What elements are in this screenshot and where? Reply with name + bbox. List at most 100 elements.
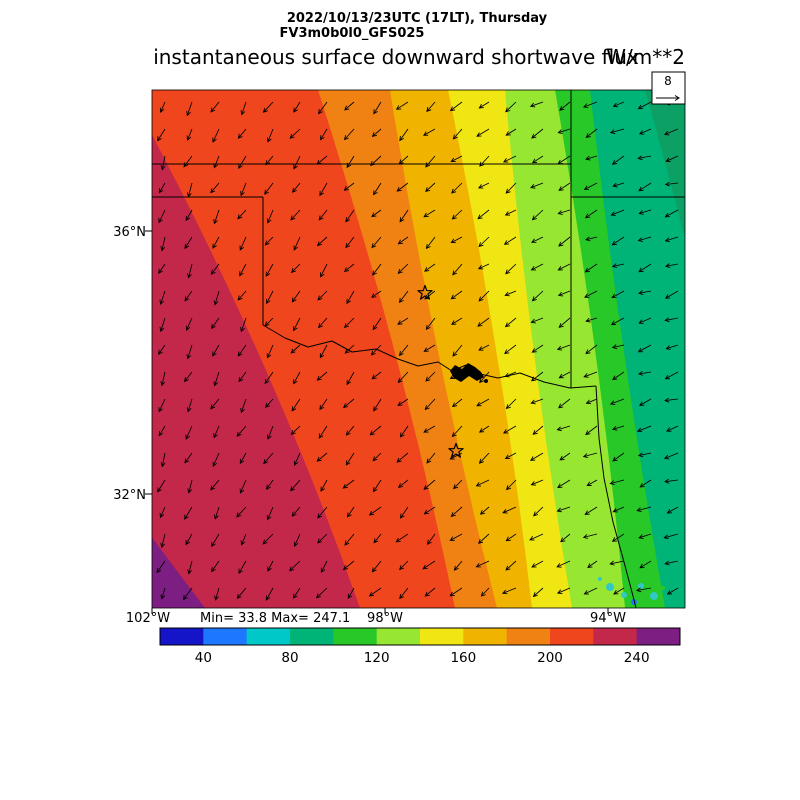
wind-arrow	[346, 155, 355, 169]
wind-arrow	[318, 425, 328, 439]
wind-arrow	[559, 101, 571, 111]
wind-arrow	[639, 398, 652, 406]
wind-arrow	[530, 479, 544, 486]
wind-arrow	[211, 533, 220, 548]
wind-arrow	[530, 182, 544, 189]
wind-arrow	[557, 290, 571, 297]
wind-arrow	[210, 398, 220, 410]
wind-arrow	[637, 370, 652, 376]
wind-arrow	[185, 317, 193, 331]
wind-arrow	[610, 209, 625, 216]
wind-arrow	[345, 209, 355, 223]
wind-arrow	[637, 101, 652, 110]
wind-arrow	[557, 263, 571, 271]
wind-arrow	[159, 506, 166, 519]
wind-arrow	[185, 425, 193, 440]
wind-arrow	[399, 425, 409, 438]
wind-arrow	[505, 128, 517, 136]
wind-arrow	[211, 560, 220, 573]
wind-arrow	[638, 317, 652, 324]
wind-arrow	[293, 533, 301, 547]
wind-arrow	[239, 236, 247, 251]
wind-arrow	[451, 209, 463, 220]
wind-arrow	[371, 236, 382, 249]
wind-arrow	[611, 533, 625, 542]
wind-arrow	[290, 479, 301, 492]
wind-arrow	[531, 560, 544, 568]
wind-arrow	[556, 425, 571, 432]
wind-arrow	[293, 317, 301, 332]
wind-arrow	[637, 452, 652, 458]
wind-arrow	[503, 236, 517, 245]
wind-arrow	[477, 263, 490, 270]
wind-arrow	[502, 155, 517, 163]
wind-arrow	[346, 506, 355, 518]
wind-arrow	[531, 344, 544, 353]
flux-band-240-260	[152, 537, 205, 608]
wind-arrow	[239, 479, 247, 494]
wind-arrow	[213, 425, 220, 439]
city-markers	[417, 284, 464, 458]
wind-arrow	[450, 506, 463, 518]
wind-arrow	[160, 236, 166, 252]
state-border-line	[262, 324, 597, 389]
wind-arrow	[289, 128, 301, 139]
wind-arrow	[212, 452, 220, 467]
colorbar-segment	[636, 628, 681, 645]
wind-arrow	[609, 128, 625, 135]
wind-arrow	[399, 209, 409, 223]
wind-arrow	[556, 587, 571, 595]
wind-arrow	[585, 425, 598, 436]
reference-value: 8	[664, 74, 672, 88]
wind-arrow	[478, 290, 490, 302]
wind-arrow	[186, 344, 193, 360]
wind-arrow	[426, 533, 436, 545]
wind-arrow	[372, 479, 382, 493]
wind-arrow	[664, 478, 679, 484]
wind-arrow	[422, 560, 436, 570]
wind-arrow	[292, 587, 301, 599]
wind-arrow	[612, 506, 625, 513]
wind-arrow	[264, 182, 274, 195]
wind-arrow	[159, 290, 166, 305]
wind-arrow	[479, 506, 490, 515]
wind-arrow	[289, 560, 301, 572]
wind-arrow	[424, 263, 436, 272]
wind-arrow	[424, 398, 436, 411]
wind-arrow	[582, 101, 598, 108]
wind-arrow	[237, 344, 247, 357]
wind-arrow	[397, 479, 409, 488]
wind-arrow	[665, 263, 679, 269]
wind-arrow	[637, 236, 652, 242]
wind-arrow	[612, 452, 625, 462]
wind-arrow	[612, 101, 625, 108]
wind-arrow	[397, 398, 409, 407]
wind-arrow	[316, 371, 328, 381]
wind-arrow	[505, 101, 517, 113]
wind-arrow	[293, 101, 301, 113]
wind-arrow	[396, 182, 409, 192]
wind-arrow	[638, 290, 652, 296]
wind-arrow	[425, 317, 436, 331]
wind-arrow	[265, 155, 274, 166]
wind-arrow	[371, 209, 382, 218]
colorbar-segment	[420, 628, 464, 645]
wind-arrow	[452, 344, 463, 357]
wind-arrow	[663, 452, 679, 460]
wind-arrow	[475, 560, 490, 568]
wind-arrow	[611, 236, 625, 246]
wind-arrow	[637, 155, 652, 161]
wind-arrow	[476, 128, 490, 137]
wind-arrow	[346, 290, 355, 305]
wind-arrow	[210, 101, 220, 113]
wind-arrow	[267, 128, 274, 143]
wind-arrow	[453, 560, 463, 571]
wind-arrow	[666, 506, 679, 514]
wind-arrow	[582, 452, 598, 459]
wind-vector-field	[156, 100, 679, 601]
wind-arrow	[531, 209, 544, 221]
colorbar-segment	[333, 628, 378, 645]
wind-arrow	[449, 101, 463, 112]
wind-arrow	[505, 263, 517, 275]
wind-arrow	[638, 263, 652, 273]
